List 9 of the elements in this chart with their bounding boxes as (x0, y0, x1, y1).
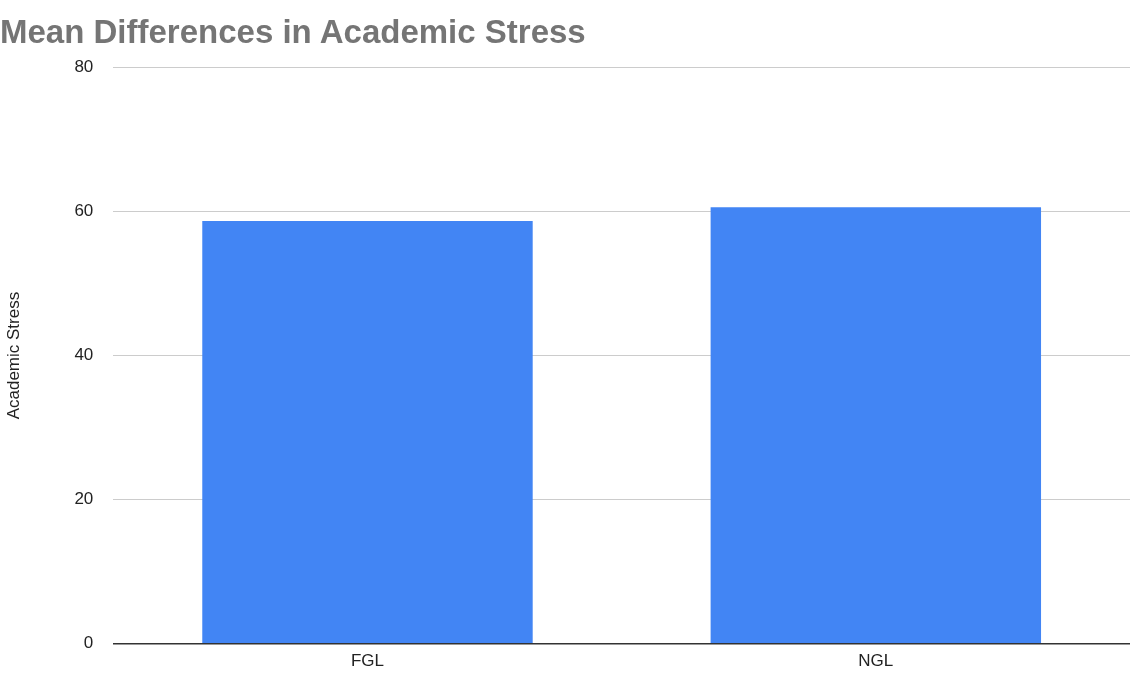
y-tick-label: 0 (83, 633, 94, 653)
x-tick-label: FGL (350, 651, 385, 671)
y-tick-label: 20 (74, 489, 94, 509)
y-tick-label: 60 (74, 201, 94, 221)
y-axis-title: Academic Stress (3, 291, 23, 420)
x-tick-label: NGL (858, 651, 894, 671)
chart-title: Mean Differences in Academic Stress (0, 12, 586, 50)
y-tick-label: 40 (74, 345, 94, 365)
y-tick-label: 80 (74, 57, 94, 77)
